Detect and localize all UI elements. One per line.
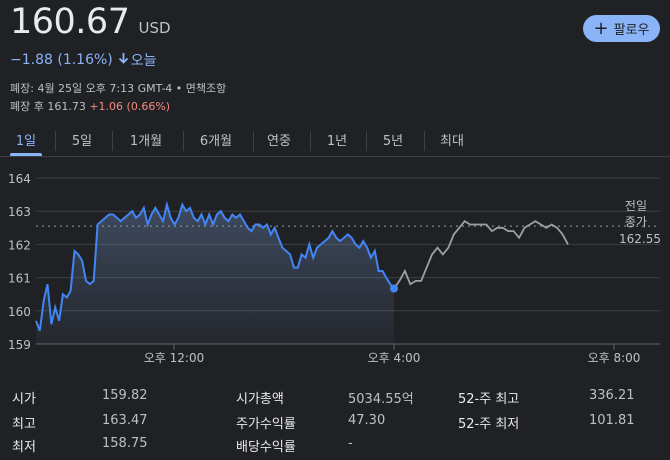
stat-label-pe-ratio: 주가수익률: [236, 417, 296, 432]
close-info: 폐장: 4월 25일 오후 7:13 GMT-4 • 면책조항: [10, 82, 227, 95]
stat-value-high: 163.47: [102, 413, 148, 428]
current-price: 160.67: [10, 2, 130, 42]
regular-session-line: [35, 200, 395, 332]
previous-close-label: 전일: [625, 199, 647, 213]
stat-label-dividend-yield: 배당수익률: [236, 440, 296, 455]
stat-label-open: 시가: [12, 392, 36, 407]
tab-1d[interactable]: 1일: [15, 134, 37, 149]
tab-5y[interactable]: 5년: [382, 134, 404, 149]
active-tab-indicator: [10, 153, 42, 156]
y-tick-label: 162: [8, 238, 31, 252]
stat-label-low: 최저: [12, 440, 36, 455]
stat-value-market-cap: 5034.55억: [348, 392, 414, 407]
y-tick-label: 161: [8, 272, 31, 286]
plus-icon: +: [593, 17, 609, 39]
tab-divider: [366, 131, 367, 151]
tab-ytd[interactable]: 연중: [267, 134, 291, 149]
stat-value-52w-high: 336.21: [589, 388, 635, 403]
stat-value-pe-ratio: 47.30: [348, 413, 386, 428]
stat-label-market-cap: 시가총액: [236, 392, 284, 407]
stat-value-low: 158.75: [102, 436, 148, 451]
y-tick-label: 159: [8, 338, 31, 352]
y-tick-label: 160: [8, 305, 31, 319]
tab-1y[interactable]: 1년: [326, 134, 348, 149]
x-tick-label: 오후 4:00: [368, 351, 421, 365]
tab-divider: [55, 131, 56, 151]
stat-label-52w-high: 52-주 최고: [458, 392, 520, 407]
stat-value-dividend-yield: -: [348, 436, 353, 451]
tab-divider: [183, 131, 184, 151]
currency-code: USD: [138, 19, 171, 37]
stat-value-52w-low: 101.81: [589, 413, 635, 428]
follow-button[interactable]: + 팔로우: [583, 15, 660, 42]
stat-label-52w-low: 52-주 최저: [458, 417, 520, 432]
after-hours-price: 폐장 후 161.73: [10, 100, 86, 113]
after-hours-info: 폐장 후 161.73 +1.06 (0.66%): [10, 98, 170, 114]
change-period: 오늘: [130, 53, 157, 69]
tab-divider: [253, 131, 254, 151]
arrow-down-icon: [118, 52, 129, 68]
tab-1m[interactable]: 1개월: [129, 134, 163, 149]
price-chart[interactable]: 164 163 162 161 160 159 오후 12:00 오후 4:00 오후 8:0…: [0, 160, 670, 372]
after-hours-change: +1.06 (0.66%): [89, 100, 171, 113]
tab-divider: [310, 131, 311, 151]
x-tick-label: 오후 8:00: [588, 351, 641, 365]
after-hours-line: [393, 220, 569, 290]
range-tabs: 1일 5일 1개월 6개월 연중 1년 5년 최대: [0, 130, 670, 160]
y-tick-label: 164: [8, 172, 31, 186]
previous-close-value: 162.55: [619, 232, 661, 246]
price-header: 160.67 USD: [10, 2, 171, 42]
stat-label-high: 최고: [12, 417, 36, 432]
key-stats: 시가 159.82 최고 163.47 최저 158.75 시가총액 5034.…: [0, 380, 670, 460]
tab-max[interactable]: 최대: [440, 134, 464, 149]
previous-close-label-2: 종가: [625, 215, 647, 229]
tab-5d[interactable]: 5일: [71, 134, 93, 149]
regular-session-area: [36, 204, 394, 344]
tab-6m[interactable]: 6개월: [199, 134, 233, 149]
follow-button-label: 팔로우: [613, 23, 650, 38]
stat-value-open: 159.82: [102, 388, 148, 403]
y-tick-label: 163: [8, 205, 31, 219]
session-close-point: [390, 284, 398, 293]
price-change: −1.88 (1.16%) 오늘: [10, 50, 157, 70]
tabs-divider: [0, 156, 670, 157]
x-tick-label: 오후 12:00: [144, 351, 204, 365]
tab-divider: [112, 131, 113, 151]
change-value: −1.88 (1.16%): [10, 52, 113, 68]
tab-divider: [424, 131, 425, 151]
